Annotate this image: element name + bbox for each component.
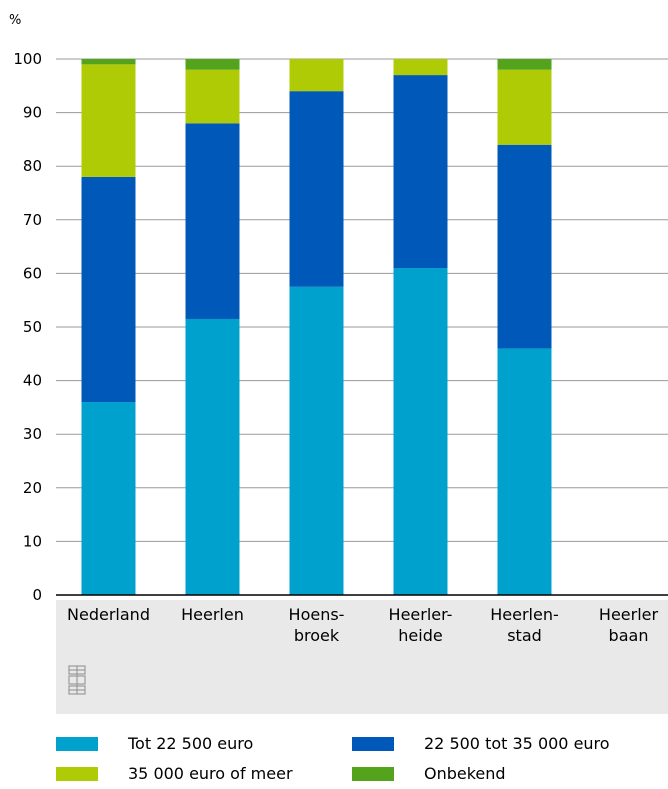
legend-label: Tot 22 500 euro — [128, 734, 254, 753]
category-labels: Nederland Heerlen Hoens-broek Heerler-heide… — [67, 605, 658, 645]
legend-item-series-3: 35 000 euro of meer — [56, 764, 293, 783]
bar-segment — [289, 91, 344, 287]
category-label: broek — [294, 626, 340, 645]
legend-item-series-4: Onbekend — [352, 764, 506, 783]
category-label: heide — [398, 626, 442, 645]
y-tick-label: 100 — [13, 50, 42, 68]
y-tick-label: 60 — [23, 264, 42, 282]
y-tick-label: 0 — [32, 586, 42, 604]
category-label: Heerlen — [181, 605, 244, 624]
bar-segment — [289, 59, 344, 92]
grid-lines — [56, 58, 668, 542]
bar-segment — [393, 59, 448, 76]
bar-segment — [497, 69, 552, 145]
category-label-panel — [56, 600, 668, 714]
bar-segment — [185, 69, 240, 124]
bar-segment — [81, 402, 136, 595]
y-tick-label: 20 — [23, 479, 42, 497]
y-tick-label: 40 — [23, 372, 42, 390]
legend-label: Onbekend — [424, 764, 506, 783]
stacked-bar-chart: % 0 10 20 30 40 50 60 70 80 90 100 Nederland Heerle… — [9, 13, 668, 714]
cbs-logo-icon — [68, 665, 86, 695]
category-label: stad — [507, 626, 542, 645]
category-label: baan — [609, 626, 649, 645]
category-label: Heerler — [599, 605, 659, 624]
bar-segment — [185, 318, 240, 595]
legend-label: 22 500 tot 35 000 euro — [424, 734, 610, 753]
category-label: Heerlen- — [490, 605, 559, 624]
legend-swatch — [352, 766, 394, 781]
y-tick-label: 90 — [23, 104, 42, 122]
bar-segment — [81, 59, 136, 65]
bar-segment — [393, 75, 448, 269]
category-label: Nederland — [67, 605, 150, 624]
category-label: Heerler- — [389, 605, 453, 624]
legend-item-series-2: 22 500 tot 35 000 euro — [352, 734, 610, 753]
bar-segment — [185, 123, 240, 319]
y-tick-labels: 0 10 20 30 40 50 60 70 80 90 100 — [13, 50, 42, 604]
y-tick-label: 70 — [23, 211, 42, 229]
category-label: Hoens- — [289, 605, 345, 624]
legend-swatch — [352, 736, 394, 751]
y-tick-label: 30 — [23, 425, 42, 443]
bar-segment — [497, 144, 552, 349]
y-tick-label: 10 — [23, 532, 42, 550]
y-tick-label: 50 — [23, 318, 42, 336]
legend-swatch — [56, 736, 98, 751]
bar-segment — [81, 64, 136, 177]
y-axis-unit-label: % — [9, 13, 21, 28]
legend-item-series-1: Tot 22 500 euro — [56, 734, 253, 753]
bar-segment — [185, 59, 240, 70]
bar-segment — [497, 348, 552, 595]
bars — [81, 59, 552, 595]
bar-segment — [497, 59, 552, 70]
legend-swatch — [56, 766, 98, 781]
bar-segment — [289, 286, 344, 595]
legend-label: 35 000 euro of meer — [128, 764, 293, 783]
bar-segment — [393, 268, 448, 595]
y-tick-label: 80 — [23, 157, 42, 175]
bar-segment — [81, 176, 136, 403]
